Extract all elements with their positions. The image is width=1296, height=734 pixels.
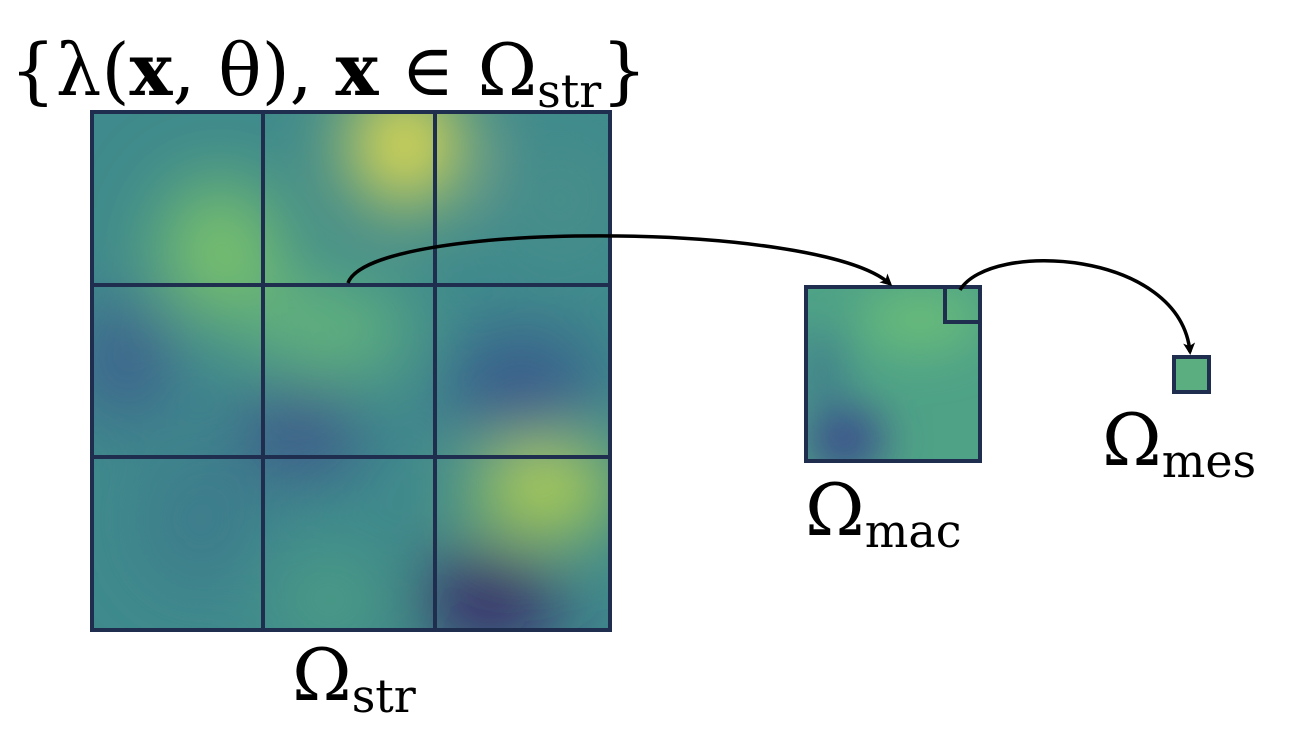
macro-heatmap (806, 287, 980, 461)
title-part: {λ( (10, 28, 130, 112)
title-part: str (537, 64, 601, 118)
label-subscript: str (352, 669, 416, 723)
label-subscript: mes (1162, 434, 1256, 488)
label-str: Ωstr (292, 633, 416, 723)
label-symbol: Ω (1102, 398, 1162, 482)
label-subscript: mac (865, 504, 962, 558)
label-symbol: Ω (292, 633, 352, 717)
macro-square (804, 285, 982, 463)
label-symbol: Ω (805, 468, 865, 552)
title-part: } (601, 28, 647, 112)
title-part: ∈ Ω (378, 28, 537, 112)
title-part: , θ), (172, 28, 335, 112)
title: {λ(x, θ), x ∈ Ωstr} (10, 27, 647, 118)
label-mes: Ωmes (1102, 398, 1256, 488)
title-part: x (335, 27, 379, 112)
arrow (346, 234, 893, 287)
field-heatmap (92, 112, 610, 630)
grid-cells (90, 110, 612, 632)
label-mac: Ωmac (805, 468, 962, 558)
meso-square (1172, 355, 1211, 394)
title-part: x (130, 27, 174, 112)
arrow (958, 259, 1196, 355)
